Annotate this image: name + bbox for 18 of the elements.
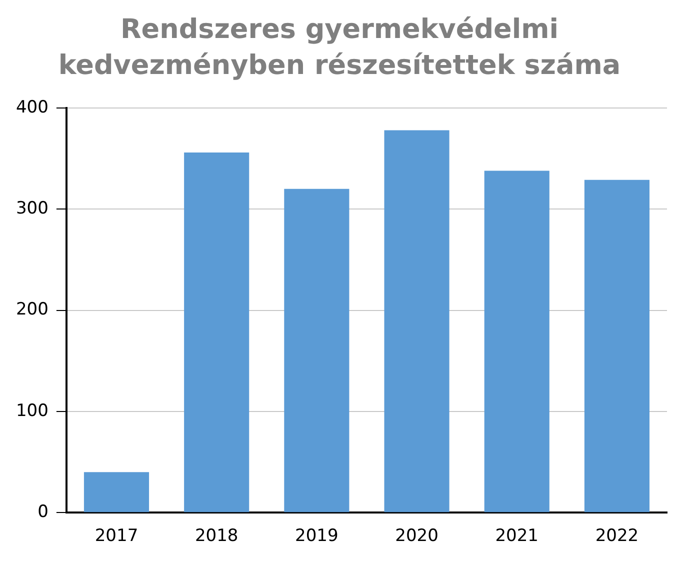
y-tick-label: 0 [38,502,48,522]
x-tick-label: 2019 [295,526,338,546]
bar [584,180,650,512]
y-tick-label: 400 [16,97,48,118]
bar [484,170,550,512]
x-tick-label: 2020 [395,526,438,546]
chart-title: Rendszeres gyermekvédelmi kedvezményben részesítettek száma [57,13,622,83]
y-tick-label: 300 [16,198,48,219]
x-tick-label: 2021 [495,526,538,546]
y-tick-label: 100 [16,400,48,421]
x-tick-label: 2017 [94,526,138,546]
bar [284,188,350,512]
bar [384,130,450,512]
x-tick-label: 2018 [194,526,238,546]
y-tick-label: 200 [16,300,48,320]
x-tick-label: 2022 [595,526,639,546]
bar [184,152,250,512]
bar [84,472,150,512]
